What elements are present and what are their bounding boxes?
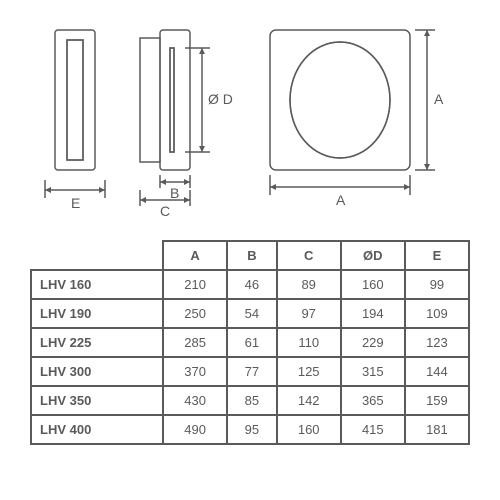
value-cell: 315	[341, 357, 405, 386]
model-cell: LHV 300	[31, 357, 163, 386]
value-cell: 142	[277, 386, 341, 415]
model-cell: LHV 350	[31, 386, 163, 415]
value-cell: 415	[341, 415, 405, 444]
value-cell: 144	[405, 357, 469, 386]
value-cell: 99	[405, 270, 469, 299]
model-cell: LHV 225	[31, 328, 163, 357]
value-cell: 160	[341, 270, 405, 299]
value-cell: 365	[341, 386, 405, 415]
model-cell: LHV 190	[31, 299, 163, 328]
label-e: E	[71, 195, 80, 211]
header-empty	[31, 241, 163, 270]
value-cell: 109	[405, 299, 469, 328]
header-a: A	[163, 241, 227, 270]
value-cell: 89	[277, 270, 341, 299]
value-cell: 181	[405, 415, 469, 444]
model-cell: LHV 160	[31, 270, 163, 299]
value-cell: 77	[227, 357, 276, 386]
table-row: LHV 40049095160415181	[31, 415, 469, 444]
value-cell: 430	[163, 386, 227, 415]
label-d: Ø D	[208, 91, 233, 107]
value-cell: 490	[163, 415, 227, 444]
header-c: C	[277, 241, 341, 270]
label-b: B	[170, 185, 179, 201]
table-row: LHV 160210468916099	[31, 270, 469, 299]
label-c: C	[160, 203, 170, 219]
table-header-row: A B C ØD E	[31, 241, 469, 270]
value-cell: 285	[163, 328, 227, 357]
label-a-v: A	[434, 91, 444, 107]
value-cell: 370	[163, 357, 227, 386]
value-cell: 54	[227, 299, 276, 328]
value-cell: 46	[227, 270, 276, 299]
value-cell: 210	[163, 270, 227, 299]
value-cell: 159	[405, 386, 469, 415]
header-e: E	[405, 241, 469, 270]
table-row: LHV 35043085142365159	[31, 386, 469, 415]
drawing-svg: E Ø D B C A	[30, 20, 470, 220]
value-cell: 123	[405, 328, 469, 357]
value-cell: 61	[227, 328, 276, 357]
value-cell: 229	[341, 328, 405, 357]
technical-drawing: E Ø D B C A	[30, 20, 470, 220]
table-row: LHV 22528561110229123	[31, 328, 469, 357]
value-cell: 194	[341, 299, 405, 328]
side-view-bc: Ø D B C	[140, 30, 233, 219]
value-cell: 97	[277, 299, 341, 328]
header-d: ØD	[341, 241, 405, 270]
header-b: B	[227, 241, 276, 270]
value-cell: 160	[277, 415, 341, 444]
table-row: LHV 30037077125315144	[31, 357, 469, 386]
value-cell: 95	[227, 415, 276, 444]
value-cell: 110	[277, 328, 341, 357]
table-row: LHV 1902505497194109	[31, 299, 469, 328]
value-cell: 125	[277, 357, 341, 386]
front-view: A A	[270, 30, 444, 208]
value-cell: 250	[163, 299, 227, 328]
label-a-h: A	[336, 192, 346, 208]
model-cell: LHV 400	[31, 415, 163, 444]
value-cell: 85	[227, 386, 276, 415]
side-view-e: E	[45, 30, 105, 211]
dimensions-table: A B C ØD E LHV 160210468916099LHV 190250…	[30, 240, 470, 445]
